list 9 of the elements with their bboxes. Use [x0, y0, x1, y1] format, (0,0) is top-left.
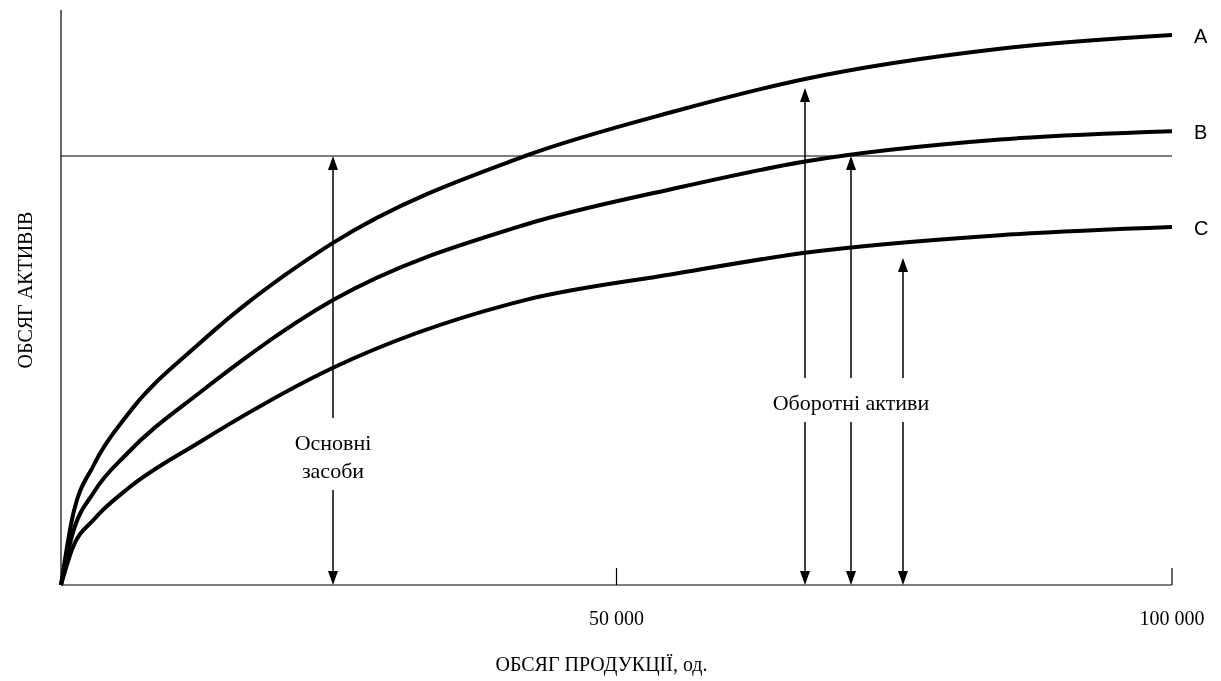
- x-axis-title: ОБСЯГ ПРОДУКЦІЇ, од.: [495, 653, 708, 676]
- y-axis-title: ОБСЯГ АКТИВІВ: [14, 211, 36, 369]
- series-label: A: [1194, 25, 1208, 47]
- series-label: B: [1194, 121, 1208, 144]
- x-tick-label: 50 000: [589, 607, 644, 629]
- x-tick-label: 100 000: [1139, 607, 1205, 629]
- annotation: Оборотні активи: [772, 390, 930, 415]
- series-label: C: [1194, 216, 1209, 239]
- annotation: Основні засоби: [294, 430, 372, 483]
